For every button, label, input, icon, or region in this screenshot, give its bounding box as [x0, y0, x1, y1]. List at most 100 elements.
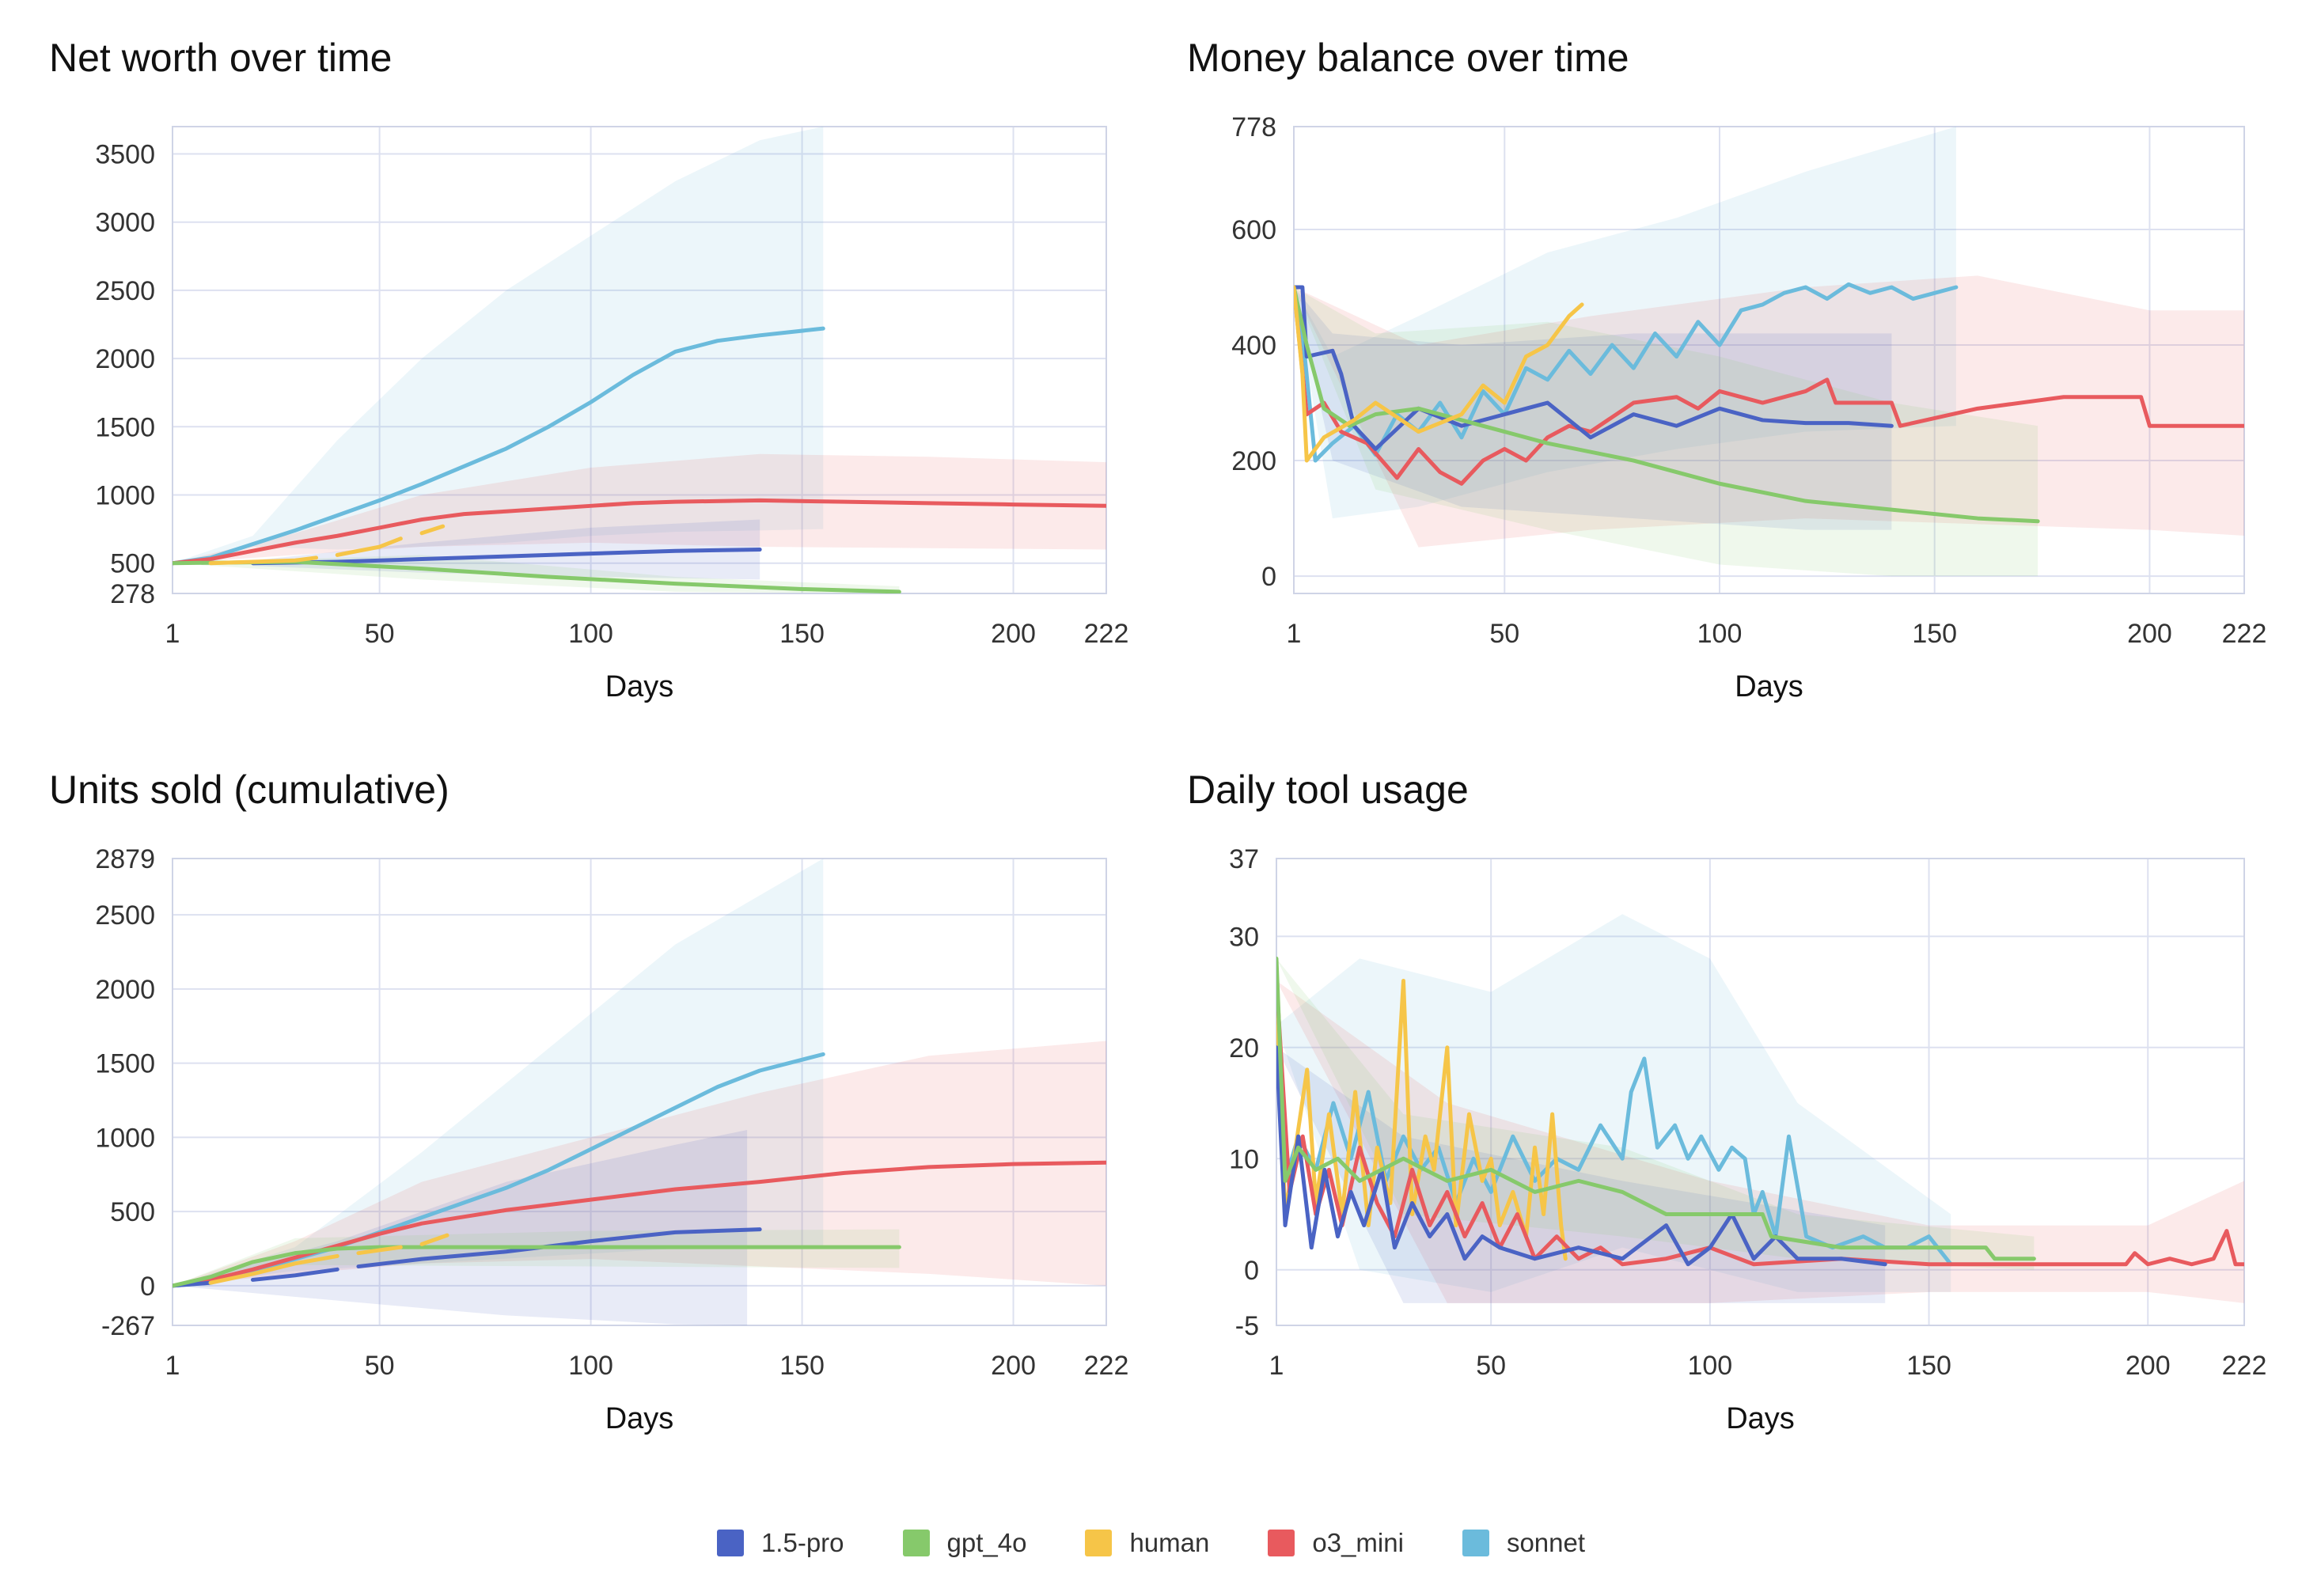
plot-frame [1276, 858, 2245, 1326]
series-line-o3_mini [173, 498, 1106, 566]
plot-frame [172, 126, 1107, 594]
x-tick-label: 1 [1287, 619, 1302, 649]
y-tick-label: -267 [101, 1311, 155, 1341]
legend-item-human[interactable]: human [1085, 1528, 1209, 1558]
series-line-gpt_4o [173, 1245, 901, 1288]
x-axis-label: Days [605, 670, 674, 703]
x-tick-label: 200 [2127, 619, 2172, 649]
y-tick-label: 2500 [95, 276, 155, 306]
x-tick-label: 100 [568, 1351, 613, 1381]
series-line-human [335, 536, 403, 557]
chart-panel-3: Units sold (cumulative)1 50 100 150 200 222-2… [49, 768, 1128, 1435]
y-tick-label: 3000 [95, 208, 155, 238]
y-tick-label: 2879 [95, 844, 155, 874]
x-tick-label: 1 [165, 1351, 180, 1381]
x-tick-label: 50 [1476, 1351, 1506, 1381]
legend-item-gpt-4o[interactable]: gpt_4o [902, 1528, 1027, 1558]
legend: 1.5-pro gpt_4o human o3_mini sonnet [0, 1519, 2302, 1567]
legend-swatch-sonnet [1462, 1530, 1489, 1556]
legend-swatch-human [1085, 1530, 1113, 1556]
legend-swatch-gpt-4o [902, 1530, 930, 1556]
y-tick-label: 1000 [95, 481, 155, 511]
series-band-sonnet [173, 127, 824, 563]
x-tick-label: 200 [991, 619, 1036, 649]
series-line-human [1276, 979, 1568, 1261]
y-tick-label: 2000 [95, 344, 155, 374]
legend-label: o3_mini [1312, 1528, 1404, 1557]
y-tick-label: 2500 [95, 900, 155, 931]
y-tick-label: 778 [1231, 112, 1276, 142]
series-line-human [419, 1233, 449, 1246]
series-line-gpt_4o [1294, 285, 2040, 524]
series-line-human [356, 1245, 403, 1256]
series-band-o3_mini [1276, 980, 2244, 1303]
plot-frame [1293, 126, 2245, 594]
x-tick-label: 150 [1906, 1351, 1951, 1381]
legend-label: gpt_4o [946, 1528, 1027, 1557]
x-tick-label: 1 [165, 619, 180, 649]
x-tick-label: 222 [1084, 619, 1129, 649]
x-tick-label: 50 [365, 619, 395, 649]
x-tick-label: 50 [365, 1351, 395, 1381]
y-tick-label: 30 [1229, 922, 1259, 952]
x-tick-label: 50 [1489, 619, 1519, 649]
chart-title: Daily tool usage [1187, 768, 1469, 812]
y-tick-label: 600 [1231, 215, 1276, 245]
chart-title: Net worth over time [49, 36, 392, 80]
y-tick-label: 500 [110, 549, 155, 579]
legend-label: human [1129, 1528, 1210, 1557]
y-tick-label: 278 [110, 579, 155, 609]
y-tick-label: 0 [140, 1272, 155, 1302]
y-tick-label: 200 [1231, 446, 1276, 476]
x-tick-label: 200 [2126, 1351, 2171, 1381]
legend-swatch-1.5-pro [716, 1530, 744, 1556]
y-tick-label: 1500 [95, 1049, 155, 1079]
series-line-human [1294, 285, 1584, 463]
series-line-sonnet [1276, 1023, 1953, 1267]
y-tick-label: 1500 [95, 412, 155, 442]
series-line-1.5-pro [250, 547, 762, 566]
series-line-human [208, 555, 319, 566]
series-band-o3_mini [1294, 275, 2244, 548]
y-tick-label: 0 [1261, 562, 1276, 592]
series-line-human [208, 1253, 339, 1285]
x-tick-label: 100 [568, 619, 613, 649]
y-tick-label: 37 [1229, 844, 1259, 874]
x-tick-label: 222 [2222, 619, 2267, 649]
legend-item-sonnet[interactable]: sonnet [1462, 1528, 1585, 1558]
x-axis-label: Days [605, 1402, 674, 1435]
x-tick-label: 150 [1912, 619, 1957, 649]
series-line-1.5-pro [1294, 285, 1894, 451]
y-tick-label: 20 [1229, 1033, 1259, 1063]
y-tick-label: 10 [1229, 1144, 1259, 1174]
x-tick-label: 150 [779, 619, 825, 649]
y-tick-label: 2000 [95, 975, 155, 1005]
series-line-o3_mini [1294, 285, 2244, 486]
y-tick-label: 400 [1231, 331, 1276, 361]
series-band-1.5-pro [1294, 286, 1892, 530]
series-band-sonnet [173, 859, 824, 1286]
series-band-gpt_4o [173, 1229, 900, 1286]
x-tick-label: 100 [1687, 1351, 1732, 1381]
series-line-1.5-pro [250, 1267, 339, 1282]
y-tick-label: -5 [1235, 1311, 1259, 1341]
legend-item-1.5-pro[interactable]: 1.5-pro [716, 1528, 844, 1558]
x-tick-label: 222 [2222, 1351, 2267, 1381]
series-line-human [419, 524, 446, 536]
chart-title: Money balance over time [1187, 36, 1629, 80]
series-line-1.5-pro [1276, 1045, 1887, 1267]
x-axis-label: Days [1726, 1402, 1795, 1435]
y-tick-label: 3500 [95, 139, 155, 169]
legend-item-o3-mini[interactable]: o3_mini [1268, 1528, 1404, 1558]
series-line-gpt_4o [1276, 956, 2036, 1261]
x-tick-label: 200 [991, 1351, 1036, 1381]
series-band-gpt_4o [1276, 958, 2035, 1270]
x-tick-label: 150 [779, 1351, 825, 1381]
plot-frame [172, 858, 1107, 1326]
x-tick-label: 1 [1269, 1351, 1284, 1381]
chart-title: Units sold (cumulative) [49, 768, 449, 812]
